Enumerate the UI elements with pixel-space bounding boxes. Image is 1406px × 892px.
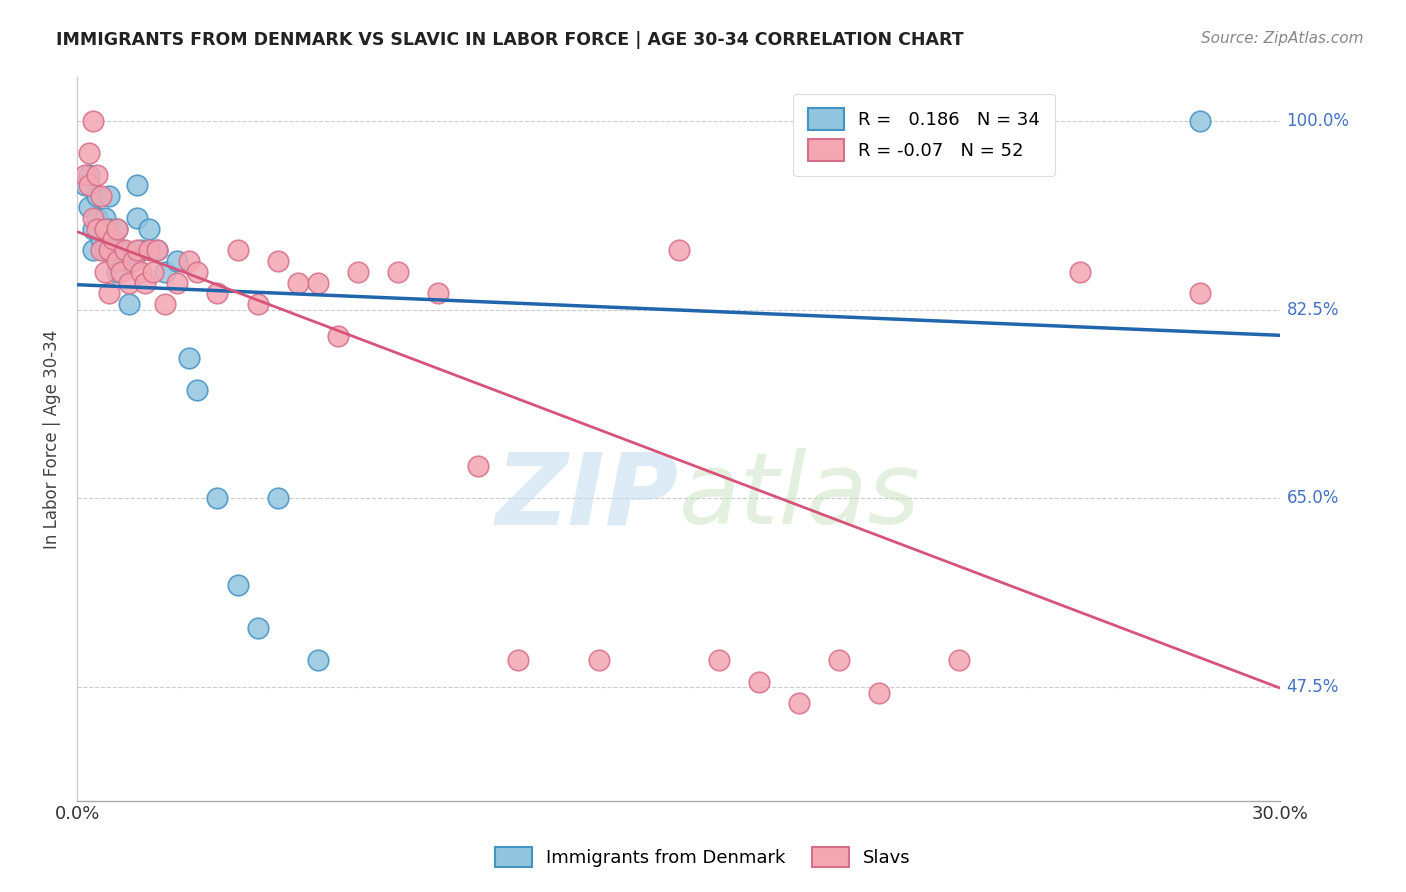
Point	[105, 254, 128, 268]
Point	[114, 243, 136, 257]
Point	[90, 243, 112, 257]
Point	[166, 276, 188, 290]
Point	[94, 221, 117, 235]
Text: 47.5%: 47.5%	[1286, 678, 1339, 697]
Point	[868, 686, 890, 700]
Point	[77, 178, 100, 193]
Point	[86, 168, 108, 182]
Point	[122, 254, 145, 268]
Point	[142, 265, 165, 279]
Point	[287, 276, 309, 290]
Point	[134, 276, 156, 290]
Point	[748, 674, 770, 689]
Point	[103, 232, 125, 246]
Point	[75, 168, 97, 182]
Point	[226, 243, 249, 257]
Point	[98, 221, 121, 235]
Point	[77, 168, 100, 182]
Point	[307, 276, 329, 290]
Point	[467, 458, 489, 473]
Point	[86, 221, 108, 235]
Point	[246, 621, 269, 635]
Point	[90, 232, 112, 246]
Point	[90, 189, 112, 203]
Point	[207, 491, 229, 506]
Point	[105, 221, 128, 235]
Point	[155, 297, 177, 311]
Point	[1189, 113, 1212, 128]
Point	[146, 243, 169, 257]
Point	[138, 243, 160, 257]
Text: atlas: atlas	[679, 449, 921, 545]
Point	[86, 189, 108, 203]
Point	[75, 178, 97, 193]
Point	[129, 265, 152, 279]
Point	[146, 243, 169, 257]
Point	[166, 254, 188, 268]
Point	[787, 697, 810, 711]
Point	[207, 286, 229, 301]
Point	[82, 243, 104, 257]
Point	[110, 265, 132, 279]
Point	[129, 243, 152, 257]
Point	[226, 578, 249, 592]
Point	[508, 653, 530, 667]
Point	[122, 254, 145, 268]
Text: IMMIGRANTS FROM DENMARK VS SLAVIC IN LABOR FORCE | AGE 30-34 CORRELATION CHART: IMMIGRANTS FROM DENMARK VS SLAVIC IN LAB…	[56, 31, 965, 49]
Point	[1189, 286, 1212, 301]
Point	[266, 491, 288, 506]
Point	[127, 243, 149, 257]
Y-axis label: In Labor Force | Age 30-34: In Labor Force | Age 30-34	[44, 329, 60, 549]
Text: ZIP: ZIP	[496, 449, 679, 545]
Point	[118, 297, 141, 311]
Point	[138, 221, 160, 235]
Point	[326, 329, 349, 343]
Point	[82, 211, 104, 225]
Text: 82.5%: 82.5%	[1286, 301, 1339, 318]
Point	[179, 254, 201, 268]
Text: 65.0%: 65.0%	[1286, 490, 1339, 508]
Point	[98, 286, 121, 301]
Point	[118, 276, 141, 290]
Point	[186, 265, 208, 279]
Point	[114, 254, 136, 268]
Point	[94, 211, 117, 225]
Point	[127, 211, 149, 225]
Point	[110, 243, 132, 257]
Text: 100.0%: 100.0%	[1286, 112, 1350, 129]
Point	[105, 265, 128, 279]
Point	[77, 146, 100, 161]
Point	[155, 265, 177, 279]
Point	[98, 189, 121, 203]
Point	[94, 243, 117, 257]
Text: Source: ZipAtlas.com: Source: ZipAtlas.com	[1201, 31, 1364, 46]
Point	[186, 384, 208, 398]
Point	[307, 653, 329, 667]
Point	[668, 243, 690, 257]
Point	[828, 653, 851, 667]
Point	[77, 200, 100, 214]
Point	[707, 653, 730, 667]
Point	[387, 265, 409, 279]
Point	[266, 254, 288, 268]
Legend: R =   0.186   N = 34, R = -0.07   N = 52: R = 0.186 N = 34, R = -0.07 N = 52	[793, 94, 1054, 176]
Point	[86, 211, 108, 225]
Point	[948, 653, 970, 667]
Point	[82, 113, 104, 128]
Point	[127, 178, 149, 193]
Point	[82, 221, 104, 235]
Point	[1069, 265, 1091, 279]
Point	[179, 351, 201, 365]
Point	[427, 286, 450, 301]
Point	[103, 243, 125, 257]
Point	[246, 297, 269, 311]
Point	[105, 221, 128, 235]
Point	[347, 265, 370, 279]
Point	[94, 265, 117, 279]
Point	[588, 653, 610, 667]
Legend: Immigrants from Denmark, Slavs: Immigrants from Denmark, Slavs	[488, 839, 918, 874]
Point	[98, 243, 121, 257]
